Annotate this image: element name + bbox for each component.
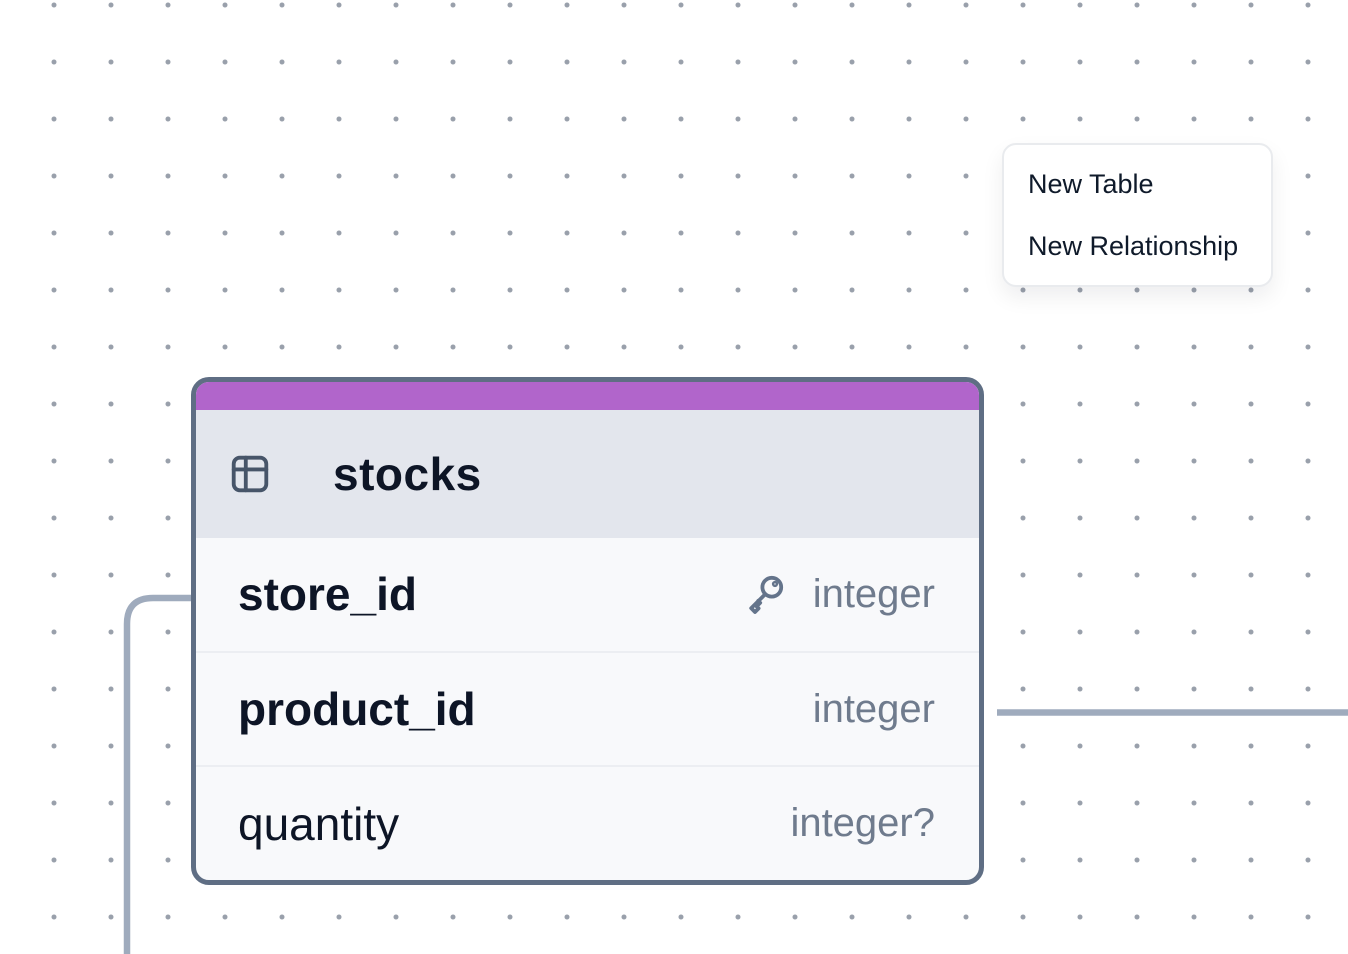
- field-type: integer?: [790, 801, 935, 846]
- menu-item-new-table[interactable]: New Table: [1028, 168, 1154, 199]
- table-accent-bar: [196, 382, 979, 410]
- table-card-stocks[interactable]: stocks store_id integer product_id integ…: [191, 377, 984, 885]
- field-type-group: integer: [813, 687, 935, 732]
- field-row-quantity[interactable]: quantity integer?: [196, 765, 979, 880]
- field-name: store_id: [238, 568, 417, 621]
- table-icon: [231, 455, 269, 493]
- relationship-line-left[interactable]: [123, 594, 196, 954]
- table-name: stocks: [333, 448, 482, 500]
- table-header[interactable]: stocks: [196, 410, 979, 538]
- field-name: quantity: [238, 797, 400, 850]
- context-menu: New Table New Relationship: [1002, 143, 1273, 287]
- field-type: integer: [812, 571, 935, 616]
- menu-item-new-relationship[interactable]: New Relationship: [1028, 230, 1239, 261]
- field-type: integer: [812, 686, 935, 731]
- field-type-group: integer: [741, 570, 935, 618]
- field-name: product_id: [238, 683, 476, 735]
- primary-key-icon: [748, 576, 783, 615]
- field-type-group: integer?: [790, 801, 935, 846]
- field-row-product-id[interactable]: product_id integer: [196, 650, 979, 766]
- field-row-store-id[interactable]: store_id integer: [196, 538, 979, 651]
